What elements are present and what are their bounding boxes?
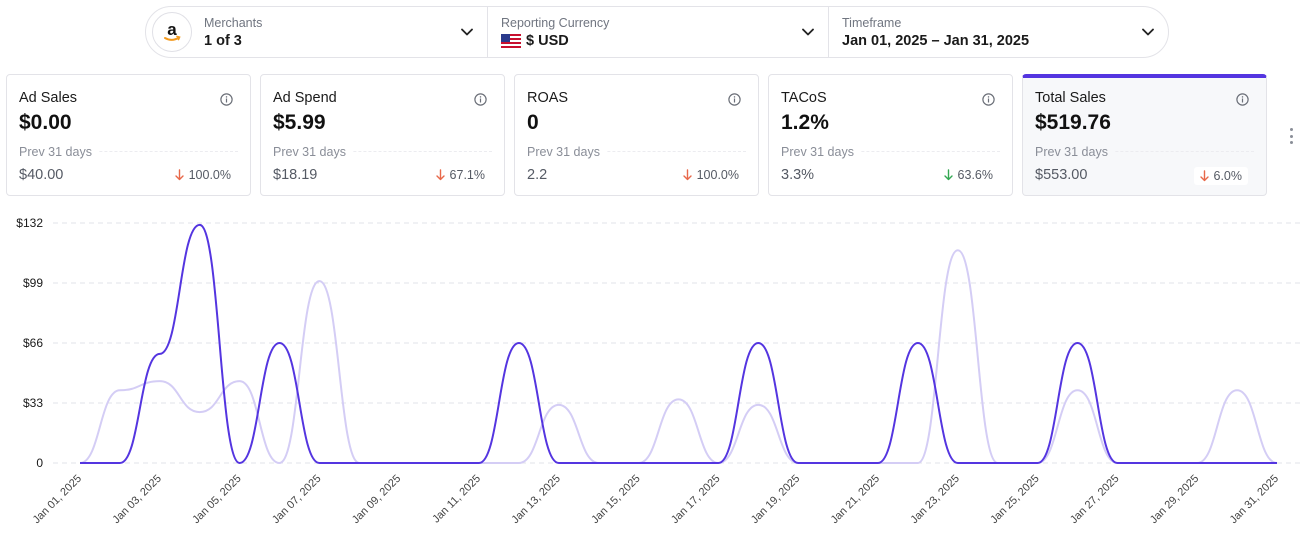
x-tick-label: Jan 29, 2025 [1148,473,1201,526]
kpi-change: 6.0% [1193,167,1248,185]
filter-bar: a Merchants 1 of 3 Reporting Currency [145,6,1169,58]
info-icon[interactable] [982,93,995,106]
divider [527,151,746,152]
timeframe-dropdown[interactable]: Timeframe Jan 01, 2025 – Jan 31, 2025 [828,7,1168,57]
x-tick-label: Jan 15, 2025 [589,473,642,526]
kpi-change-value: 67.1% [449,168,485,182]
amazon-logo: a [152,12,192,52]
kpi-value: $0.00 [19,111,72,134]
us-flag-icon [501,33,521,48]
divider [273,151,492,152]
currency-label: Reporting Currency [501,15,610,30]
x-tick-label: Jan 07, 2025 [270,473,323,526]
kpi-change: 67.1% [435,168,485,182]
x-tick-label: Jan 01, 2025 [31,473,84,526]
divider [19,151,238,152]
kpi-prev-label: Prev 31 days [273,145,352,159]
kpi-prev-value: $553.00 [1035,167,1088,183]
x-tick-label: Jan 11, 2025 [430,473,483,526]
chevron-down-icon[interactable] [461,28,473,36]
kpi-label: Ad Sales [19,90,78,106]
info-icon[interactable] [220,93,233,106]
kpi-change: 100.0% [682,168,739,182]
series-line-current [79,223,1277,464]
currency-dropdown[interactable]: Reporting Currency $ USD [487,7,828,57]
kpi-label: TACoS [781,90,827,106]
amazon-logo-letter: a [167,20,177,39]
y-tick-label: $33 [23,396,43,410]
merchants-dropdown[interactable]: a Merchants 1 of 3 [146,7,487,57]
x-tick-label: Jan 23, 2025 [908,473,961,526]
x-tick-label: Jan 19, 2025 [749,473,802,526]
sales-line-chart: 0$33$66$99$132 Jan 01, 2025 Jan 03, 2025 J… [16,216,1303,526]
divider [781,151,1000,152]
x-tick-label: Jan 03, 2025 [110,473,163,526]
x-tick-label: Jan 25, 2025 [988,473,1041,526]
arrow-down-icon [1199,170,1209,182]
kpi-change-value: 100.0% [188,168,231,182]
x-tick-label: Jan 17, 2025 [669,473,722,526]
kpi-change-value: 6.0% [1213,169,1243,183]
divider [1035,151,1254,152]
kpi-prev-value: 3.3% [781,167,815,183]
kpi-label: Ad Spend [273,90,337,106]
chevron-down-icon[interactable] [1142,28,1154,36]
info-icon[interactable] [728,93,741,106]
kpi-prev-value: $40.00 [19,167,64,183]
series-line-previous [79,249,1278,464]
x-axis-ticks: Jan 01, 2025 Jan 03, 2025 Jan 05, 2025 Jan … [31,473,1281,526]
kpi-prev-label: Prev 31 days [1035,145,1114,159]
kpi-value: $5.99 [273,111,326,134]
timeframe-value: Jan 01, 2025 – Jan 31, 2025 [842,32,1030,49]
kpi-card-tacos[interactable]: TACoS 1.2% Prev 31 days 3.3% 63.6% [768,74,1013,196]
x-tick-label: Jan 27, 2025 [1068,473,1121,526]
chart-series [79,223,1278,464]
kpi-card-ad-sales[interactable]: Ad Sales $0.00 Prev 31 days $40.00 100.0… [6,74,251,196]
x-tick-label: Jan 05, 2025 [190,473,243,526]
merchants-label: Merchants [204,15,263,30]
kpi-label: ROAS [527,90,569,106]
kpi-change-value: 63.6% [957,168,993,182]
kpi-change: 63.6% [943,168,993,182]
kpi-label: Total Sales [1035,90,1106,106]
y-tick-label: $99 [23,276,43,290]
x-tick-label: Jan 13, 2025 [509,473,562,526]
kpi-prev-label: Prev 31 days [19,145,98,159]
x-tick-label: Jan 31, 2025 [1228,473,1281,526]
timeframe-label: Timeframe [842,15,902,30]
x-tick-label: Jan 09, 2025 [350,473,403,526]
arrow-down-icon [682,169,692,181]
kpi-prev-value: $18.19 [273,167,318,183]
arrow-down-icon [174,169,184,181]
chart-grid [53,222,1303,464]
kpi-change-value: 100.0% [696,168,739,182]
merchants-value: 1 of 3 [204,32,242,49]
kpi-value: 0 [527,111,539,134]
chevron-down-icon[interactable] [802,28,814,36]
kpi-value: 1.2% [781,111,829,134]
info-icon[interactable] [1236,93,1249,106]
kpi-value: $519.76 [1035,111,1111,134]
info-icon[interactable] [474,93,487,106]
y-tick-label: $132 [16,216,43,230]
y-tick-label: 0 [36,456,43,470]
kpi-card-ad-spend[interactable]: Ad Spend $5.99 Prev 31 days $18.19 67.1% [260,74,505,196]
currency-value: $ USD [526,32,569,49]
kpi-prev-label: Prev 31 days [781,145,860,159]
kpi-change: 100.0% [174,168,231,182]
y-tick-label: $66 [23,336,43,350]
kpi-prev-label: Prev 31 days [527,145,606,159]
currency-value-wrap: $ USD [501,33,609,49]
kpi-prev-value: 2.2 [527,167,548,183]
y-axis-ticks: 0 $33 $66 $99 $132 [16,216,43,470]
kpi-card-total-sales[interactable]: Total Sales $519.76 Prev 31 days $553.00… [1022,74,1267,196]
more-options-icon[interactable] [1284,126,1298,146]
arrow-down-icon [943,169,953,181]
kpi-card-roas[interactable]: ROAS 0 Prev 31 days 2.2 100.0% [514,74,759,196]
arrow-down-icon [435,169,445,181]
x-tick-label: Jan 21, 2025 [829,473,882,526]
